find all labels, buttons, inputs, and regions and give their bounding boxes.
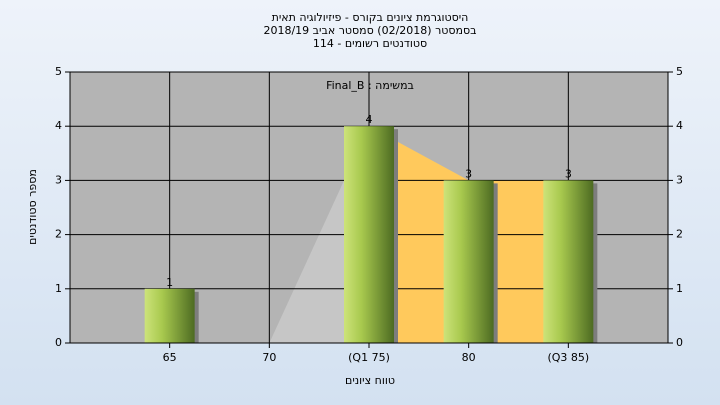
x-axis-label: טווח ציונים — [345, 374, 395, 387]
chart-subtitle: בסמסטר (02/2018) סמסטר אביב 2018/19 — [263, 24, 476, 37]
y-axis-label: מספר סטודנטים — [26, 169, 39, 245]
annotation: Final_B : במשימה — [326, 79, 414, 92]
x-tick-label: (Q1 75) — [348, 351, 390, 364]
plot-border — [69, 71, 669, 344]
y2-tick-label: 0 — [676, 336, 683, 349]
bar — [443, 180, 494, 343]
y-tick-label: 1 — [55, 282, 62, 295]
value-label: 3 — [565, 167, 572, 180]
y2-tick-label: 3 — [676, 173, 683, 186]
x-tick-label: (Q3 85) — [547, 351, 589, 364]
y-tick-label: 0 — [55, 336, 62, 349]
y-tick-label: 4 — [55, 119, 62, 132]
y2-tick-label: 2 — [676, 228, 683, 241]
y-tick-label: 5 — [55, 65, 62, 78]
value-label: 4 — [366, 113, 373, 126]
y-tick-label: 3 — [55, 173, 62, 186]
chart-subtitle: סטודנטים רשומים - 114 — [313, 37, 427, 50]
y-tick-label: 2 — [55, 228, 62, 241]
bar — [543, 180, 594, 343]
bar — [344, 126, 394, 343]
y2-tick-label: 4 — [676, 119, 683, 132]
y2-tick-label: 5 — [676, 65, 683, 78]
value-label: 3 — [465, 167, 472, 180]
value-label: 1 — [166, 276, 173, 289]
chart-title: היסטוגרמת ציונים בקורס - פיזיולוגיה תאית — [272, 11, 469, 24]
x-tick-label: 65 — [163, 351, 177, 364]
bar — [144, 288, 195, 343]
x-tick-label: 80 — [462, 351, 476, 364]
y2-tick-label: 1 — [676, 282, 683, 295]
x-tick-label: 70 — [262, 351, 276, 364]
